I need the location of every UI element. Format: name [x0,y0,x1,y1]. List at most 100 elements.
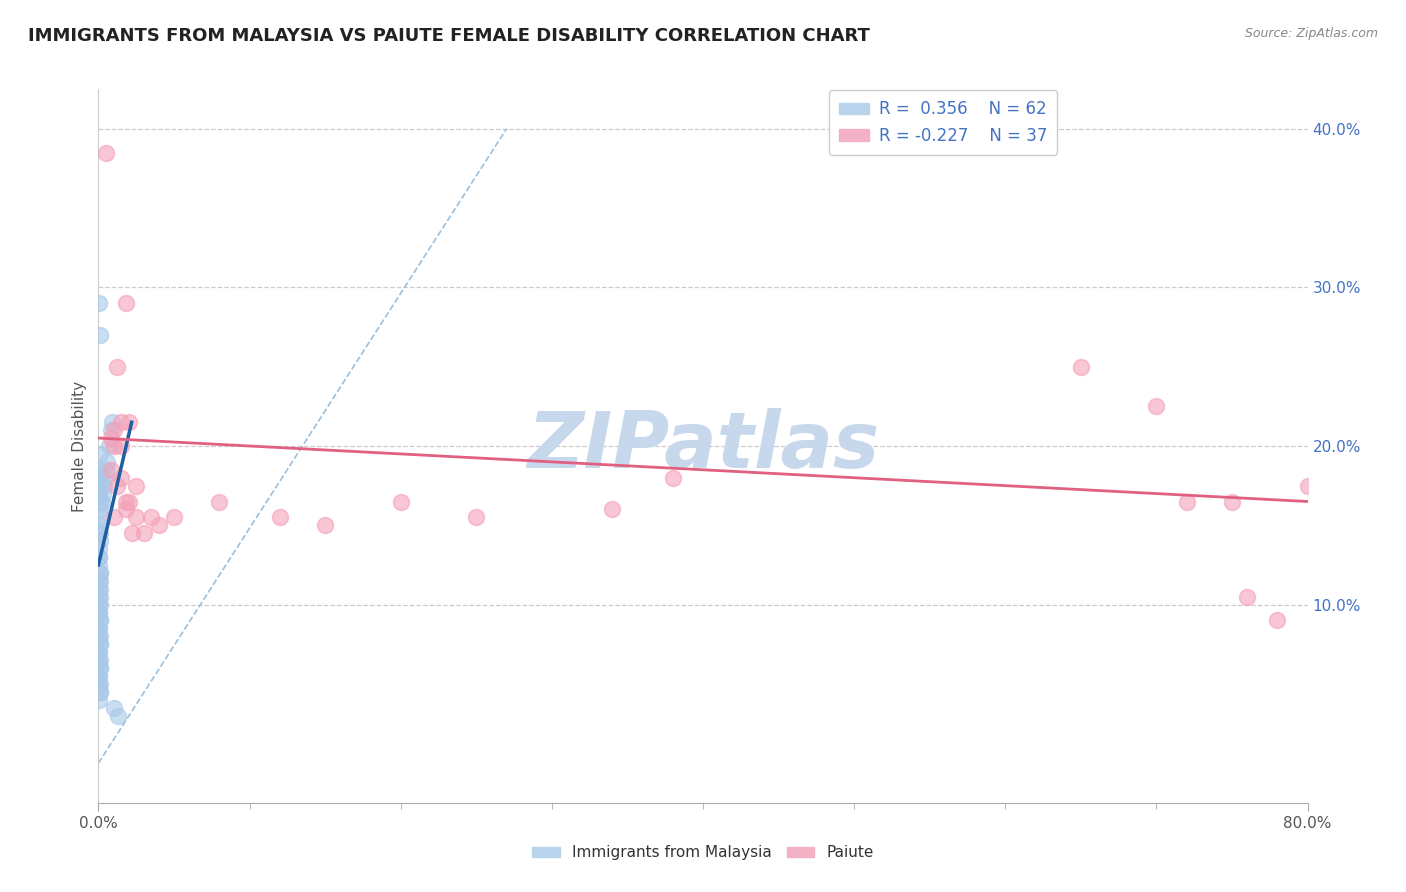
Point [89,549,111,564]
Point [465,510,488,524]
Point [89,606,111,620]
Point [89,669,111,683]
Point [89,463,111,477]
Point [89,486,111,500]
Point [89,542,111,557]
Point [118,415,141,429]
Point [89,637,111,651]
Point [107,708,129,723]
Point [89,653,111,667]
Point [89,478,111,492]
Point [96,455,118,469]
Point [121,526,143,541]
Point [1220,494,1243,508]
Point [89,677,111,691]
Point [90,510,112,524]
Text: IMMIGRANTS FROM MALAYSIA VS PAIUTE FEMALE DISABILITY CORRELATION CHART: IMMIGRANTS FROM MALAYSIA VS PAIUTE FEMAL… [28,27,870,45]
Point [89,685,111,699]
Point [98,439,121,453]
Point [1175,494,1198,508]
Point [1296,478,1319,492]
Point [89,471,111,485]
Point [163,510,186,524]
Point [89,590,111,604]
Point [89,566,111,580]
Point [89,502,111,516]
Point [89,582,111,596]
Point [1070,359,1092,374]
Point [110,471,132,485]
Point [91,486,114,500]
Point [89,582,111,596]
Point [89,590,111,604]
Point [89,661,111,675]
Point [89,549,111,564]
Point [208,494,231,508]
Point [89,534,111,549]
Point [100,431,122,445]
Point [89,296,111,310]
Point [89,447,111,461]
Point [141,510,163,524]
Point [89,494,111,508]
Point [89,629,111,643]
Point [89,653,111,667]
Point [89,669,111,683]
Point [93,471,115,485]
Point [132,526,155,541]
Point [94,145,117,160]
Point [89,606,111,620]
Point [94,463,117,477]
Point [389,494,412,508]
Point [89,574,111,588]
Point [1267,614,1289,628]
Y-axis label: Female Disability: Female Disability [72,380,87,512]
Point [103,700,125,714]
Point [125,510,148,524]
Point [89,685,111,699]
Point [114,494,136,508]
Legend: Immigrants from Malaysia, Paiute: Immigrants from Malaysia, Paiute [526,839,880,866]
Point [269,510,291,524]
Point [661,471,683,485]
Point [148,518,170,533]
Point [89,526,111,541]
Point [89,598,111,612]
Point [89,629,111,643]
Point [114,502,136,516]
Point [103,439,125,453]
Point [89,566,111,580]
Point [89,692,111,706]
Point [105,359,128,374]
Point [89,614,111,628]
Point [89,645,111,659]
Point [89,621,111,635]
Point [101,415,124,429]
Point [103,423,125,437]
Point [93,478,115,492]
Point [89,614,111,628]
Point [118,494,141,508]
Point [89,598,111,612]
Point [100,423,122,437]
Point [114,296,136,310]
Point [125,478,148,492]
Point [89,661,111,675]
Point [314,518,336,533]
Point [89,526,111,541]
Point [89,645,111,659]
Point [89,637,111,651]
Point [1144,400,1167,414]
Point [602,502,624,516]
Point [89,677,111,691]
Point [89,621,111,635]
Point [103,510,125,524]
Point [89,518,111,533]
Point [89,574,111,588]
Point [91,494,114,508]
Point [1236,590,1258,604]
Point [105,478,128,492]
Point [100,463,122,477]
Text: Source: ZipAtlas.com: Source: ZipAtlas.com [1244,27,1378,40]
Point [89,558,111,572]
